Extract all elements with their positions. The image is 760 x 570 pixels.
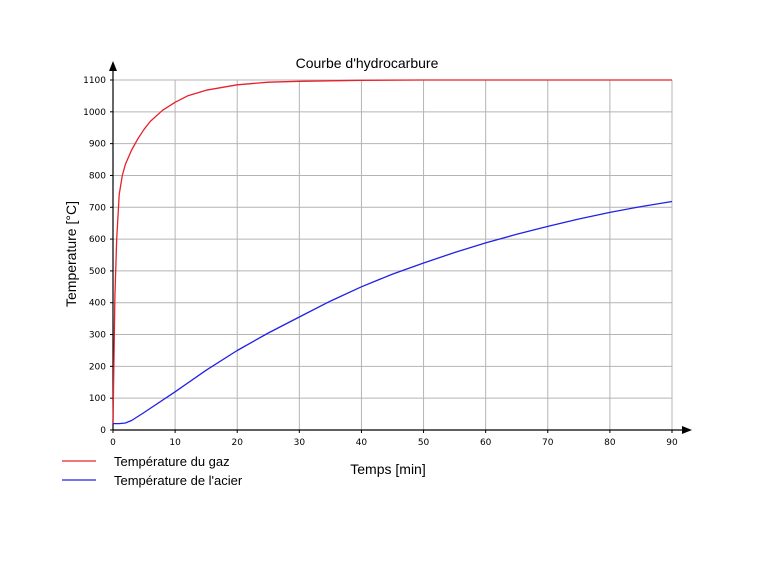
y-tick-label: 400 [89, 299, 106, 309]
chart-title: Courbe d'hydrocarbure [296, 55, 439, 71]
y-tick-label: 500 [89, 267, 106, 277]
x-axis-title: Temps [min] [350, 461, 425, 477]
y-tick-label: 1000 [83, 108, 106, 118]
y-tick-label: 200 [89, 362, 106, 372]
axes [109, 61, 692, 434]
x-tick-label: 90 [666, 438, 678, 448]
x-tick-label: 40 [356, 438, 368, 448]
y-tick-label: 600 [89, 235, 106, 245]
x-tick-label: 0 [110, 438, 116, 448]
grid [113, 79, 673, 430]
y-tick-labels: 0 100 200 300 400 500 600 700 800 900 1000 1100 [83, 76, 106, 436]
x-tick-label: 30 [294, 438, 306, 448]
series-line-steel [113, 200, 673, 425]
y-tick-label: 300 [89, 331, 106, 341]
y-tick-label: 0 [100, 426, 106, 436]
legend-label-gas: Température du gaz [114, 454, 230, 469]
y-tick-label: 700 [89, 203, 106, 213]
series-line-gas [112, 79, 672, 424]
x-tick-label: 70 [542, 438, 554, 448]
x-tick-label: 80 [604, 438, 616, 448]
x-tick-label: 20 [231, 438, 243, 448]
y-axis-arrow [109, 61, 117, 71]
series-lines [112, 79, 673, 425]
y-tick-label: 800 [89, 171, 106, 181]
y-tick-label: 900 [89, 140, 106, 150]
x-tick-label: 60 [480, 438, 492, 448]
x-tick-label: 10 [169, 438, 181, 448]
y-tick-label: 100 [89, 394, 106, 404]
y-axis-title: Temperature [°C] [63, 201, 79, 307]
x-axis-arrow [682, 426, 692, 434]
y-tick-label: 1100 [83, 76, 106, 86]
x-tick-labels: 0 10 20 30 40 50 60 70 80 90 [110, 438, 678, 448]
legend-label-steel: Température de l'acier [114, 473, 243, 488]
x-tick-label: 50 [418, 438, 430, 448]
legend: Température du gaz Température de l'acie… [62, 454, 243, 488]
